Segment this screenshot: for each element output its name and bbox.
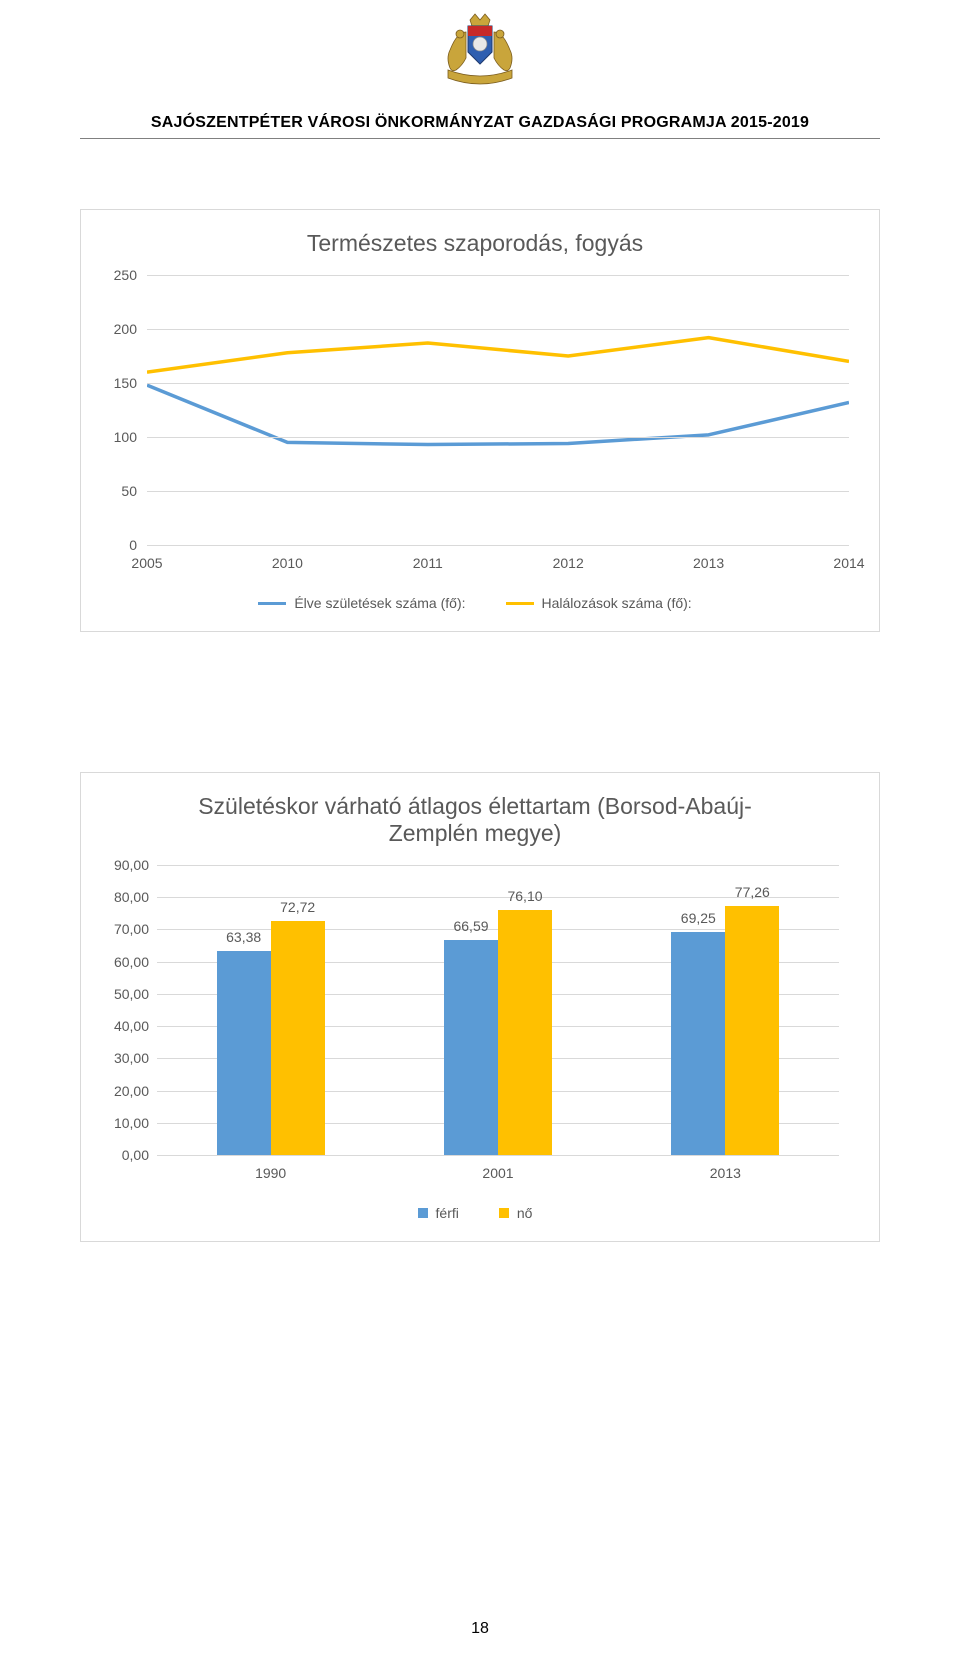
bar: 72,72: [271, 921, 325, 1155]
line-chart-plot: [147, 275, 849, 545]
legend-label: Halálozások száma (fő):: [542, 595, 692, 611]
gridline: [147, 437, 849, 438]
legend-swatch: [258, 602, 286, 605]
y-tick-label: 150: [101, 375, 137, 391]
bar-value-label: 66,59: [453, 918, 488, 934]
x-tick-label: 2010: [272, 555, 303, 571]
bar-value-label: 69,25: [681, 910, 716, 926]
gridline: [157, 865, 839, 866]
y-tick-label: 0,00: [101, 1147, 149, 1163]
x-tick-label: 2011: [413, 555, 443, 571]
x-tick-label: 2013: [710, 1165, 741, 1181]
legend-item: Élve születések száma (fő):: [258, 595, 465, 611]
y-tick-label: 50,00: [101, 986, 149, 1002]
gridline: [147, 491, 849, 492]
legend-item: férfi: [418, 1205, 459, 1221]
x-tick-label: 2012: [553, 555, 584, 571]
y-tick-label: 90,00: [101, 857, 149, 873]
legend-label: Élve születések száma (fő):: [294, 595, 465, 611]
gridline: [157, 1155, 839, 1156]
y-tick-label: 60,00: [101, 954, 149, 970]
x-tick-label: 2014: [833, 555, 864, 571]
y-tick-label: 10,00: [101, 1115, 149, 1131]
bar-group: 69,2577,26: [671, 906, 779, 1155]
x-tick-label: 2001: [482, 1165, 513, 1181]
bar-group: 63,3872,72: [217, 921, 325, 1155]
y-tick-label: 0: [101, 537, 137, 553]
series-line: [147, 338, 849, 373]
bar: 76,10: [498, 910, 552, 1155]
bar-value-label: 72,72: [280, 899, 315, 915]
line-chart-svg: [147, 275, 849, 545]
y-tick-label: 30,00: [101, 1050, 149, 1066]
bar-group: 66,5976,10: [444, 910, 552, 1155]
x-tick-label: 1990: [255, 1165, 286, 1181]
x-tick-label: 2013: [693, 555, 724, 571]
bar-chart-box: Születéskor várható átlagos élettartam (…: [80, 772, 880, 1242]
line-chart-y-axis: 050100150200250: [101, 275, 137, 545]
bar-chart-y-axis: 0,0010,0020,0030,0040,0050,0060,0070,008…: [101, 865, 149, 1155]
line-chart-legend: Élve születések száma (fő): Halálozások s…: [101, 595, 849, 611]
bar: 77,26: [725, 906, 779, 1155]
gridline: [147, 545, 849, 546]
legend-swatch: [499, 1208, 509, 1218]
series-line: [147, 385, 849, 444]
bar-chart-plot: 63,3872,7266,5976,1069,2577,26: [157, 865, 839, 1155]
gridline: [147, 383, 849, 384]
bar: 69,25: [671, 932, 725, 1155]
legend-item: Halálozások száma (fő):: [506, 595, 692, 611]
y-tick-label: 70,00: [101, 921, 149, 937]
x-tick-label: 2005: [131, 555, 162, 571]
line-chart-x-axis: 200520102011201220132014: [147, 549, 849, 585]
page: SAJÓSZENTPÉTER VÁROSI ÖNKORMÁNYZAT GAZDA…: [0, 10, 960, 1668]
gridline: [147, 275, 849, 276]
line-chart-box: Természetes szaporodás, fogyás 0 50 100 150…: [80, 209, 880, 632]
legend-item: nő: [499, 1205, 533, 1221]
bar-value-label: 63,38: [226, 929, 261, 945]
line-chart-area: 050100150200250 200520102011201220132014: [101, 275, 849, 585]
bar-chart-x-axis: 1990 2001 2013: [157, 1159, 839, 1195]
page-header-title: SAJÓSZENTPÉTER VÁROSI ÖNKORMÁNYZAT GAZDA…: [20, 114, 940, 132]
gridline: [147, 329, 849, 330]
legend-label: nő: [517, 1205, 533, 1221]
line-chart-title: Természetes szaporodás, fogyás: [101, 230, 849, 257]
header-divider: [80, 138, 880, 139]
legend-swatch: [418, 1208, 428, 1218]
bar: 63,38: [217, 951, 271, 1155]
bar-chart-area: 0,00 10,00 20,00 30,00 40,00 50,00 60,00 70,00 8…: [101, 865, 849, 1195]
y-tick-label: 50: [101, 483, 137, 499]
y-tick-label: 80,00: [101, 889, 149, 905]
bar-chart-title: Születéskor várható átlagos élettartam (…: [195, 793, 755, 847]
y-tick-label: 40,00: [101, 1018, 149, 1034]
bar: 66,59: [444, 940, 498, 1155]
y-tick-label: 100: [101, 429, 137, 445]
y-tick-label: 250: [101, 267, 137, 283]
bar-chart-legend: férfi nő: [101, 1205, 849, 1221]
page-number: 18: [0, 1620, 960, 1638]
legend-label: férfi: [436, 1205, 459, 1221]
coat-of-arms-icon: [430, 10, 530, 110]
bar-value-label: 77,26: [735, 884, 770, 900]
legend-swatch: [506, 602, 534, 605]
y-tick-label: 200: [101, 321, 137, 337]
y-tick-label: 20,00: [101, 1083, 149, 1099]
bar-value-label: 76,10: [507, 888, 542, 904]
